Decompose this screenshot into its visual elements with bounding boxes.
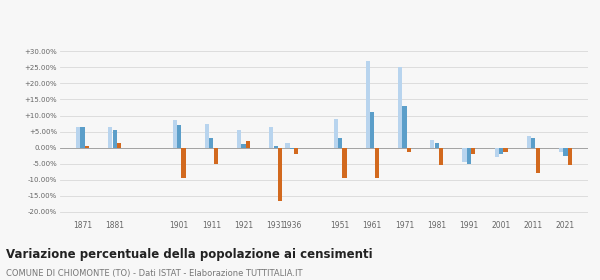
Bar — [403, 106, 407, 148]
Bar — [334, 119, 338, 148]
Text: COMUNE DI CHIOMONTE (TO) - Dati ISTAT - Elaborazione TUTTITALIA.IT: COMUNE DI CHIOMONTE (TO) - Dati ISTAT - … — [6, 269, 302, 278]
Bar — [434, 143, 439, 148]
Bar — [85, 146, 89, 148]
Bar — [246, 141, 250, 148]
Bar — [241, 144, 245, 148]
Bar — [214, 148, 218, 164]
Bar — [467, 148, 471, 164]
Bar — [366, 61, 370, 148]
Bar — [173, 120, 177, 148]
Bar — [527, 136, 531, 148]
Bar — [117, 143, 121, 148]
Bar — [205, 123, 209, 148]
Bar — [463, 148, 467, 162]
Bar — [209, 138, 214, 148]
Bar — [237, 130, 241, 148]
Bar — [274, 146, 278, 148]
Bar — [536, 148, 540, 173]
Bar — [290, 148, 294, 149]
Bar — [503, 148, 508, 153]
Bar — [181, 148, 185, 178]
Bar — [338, 138, 342, 148]
Bar — [113, 130, 117, 148]
Bar — [531, 138, 535, 148]
Bar — [294, 148, 298, 154]
Bar — [269, 127, 274, 148]
Bar — [177, 125, 181, 148]
Bar — [80, 127, 85, 148]
Bar — [559, 148, 563, 153]
Bar — [568, 148, 572, 165]
Bar — [439, 148, 443, 165]
Bar — [343, 148, 347, 178]
Bar — [370, 112, 374, 148]
Bar — [494, 148, 499, 157]
Bar — [398, 67, 402, 148]
Bar — [430, 140, 434, 148]
Bar — [563, 148, 568, 156]
Bar — [286, 143, 290, 148]
Bar — [407, 148, 411, 153]
Bar — [76, 127, 80, 148]
Bar — [278, 148, 282, 201]
Bar — [471, 148, 475, 154]
Bar — [108, 127, 112, 148]
Text: Variazione percentuale della popolazione ai censimenti: Variazione percentuale della popolazione… — [6, 248, 373, 261]
Bar — [374, 148, 379, 178]
Bar — [499, 148, 503, 154]
